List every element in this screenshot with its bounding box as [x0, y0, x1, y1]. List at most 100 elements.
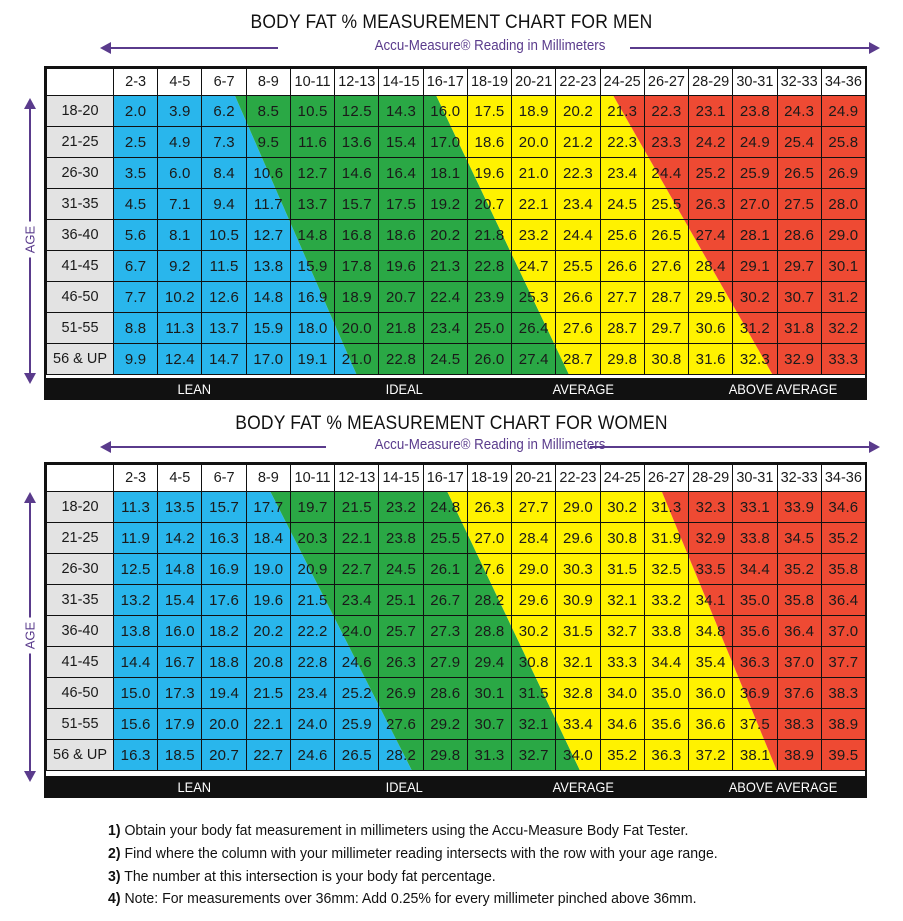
body-fat-value-cell: 35.0 — [643, 677, 690, 709]
body-fat-value-cell: 19.6 — [466, 157, 513, 189]
body-fat-value-cell: 18.0 — [289, 312, 336, 344]
instructions: 1) Obtain your body fat measurement in m… — [108, 820, 868, 911]
body-fat-value-cell: 24.2 — [688, 126, 734, 158]
body-fat-value-cell: 35.8 — [776, 584, 822, 616]
body-fat-value-cell: 26.5 — [334, 739, 380, 771]
body-fat-value-cell: 17.5 — [378, 188, 424, 220]
body-fat-value-cell: 34.5 — [776, 522, 822, 554]
body-fat-value-cell: 21.3 — [422, 250, 468, 282]
body-fat-value-cell: 18.9 — [334, 281, 380, 313]
body-fat-value-cell: 29.7 — [643, 312, 690, 344]
body-fat-value-cell: 27.6 — [643, 250, 690, 282]
body-fat-value-cell: 30.8 — [643, 343, 690, 375]
instruction-item: 1) Obtain your body fat measurement in m… — [108, 822, 689, 839]
body-fat-value-cell: 26.5 — [776, 157, 822, 189]
body-fat-value-cell: 21.3 — [599, 95, 645, 127]
body-fat-value-cell: 27.4 — [688, 219, 734, 251]
table-row: 56 & UP 16.3 18.5 20.7 22.7 24.6 26.5 28.2 29.8 3… — [46, 739, 865, 771]
body-fat-value-cell: 17.5 — [466, 95, 513, 127]
body-fat-value-cell: 16.8 — [334, 219, 380, 251]
body-fat-value-cell: 23.4 — [599, 157, 645, 189]
body-fat-value-cell: 32.1 — [555, 646, 601, 678]
body-fat-value-cell: 22.7 — [245, 739, 291, 771]
body-fat-value-cell: 27.7 — [511, 491, 557, 523]
body-fat-value-cell: 25.9 — [732, 157, 778, 189]
body-fat-value-cell: 27.7 — [599, 281, 645, 313]
men-chart-title: BODY FAT % MEASUREMENT CHART FOR MEN — [250, 12, 653, 33]
body-fat-value-cell: 32.8 — [555, 677, 601, 709]
body-fat-value-cell: 35.6 — [643, 708, 690, 740]
body-fat-value-cell: 22.4 — [422, 281, 468, 313]
instruction-item: 4) Note: For measurements over 36mm: Add… — [108, 890, 697, 908]
body-fat-value-cell: 35.2 — [776, 553, 822, 585]
body-fat-value-cell: 15.7 — [334, 188, 380, 220]
body-fat-value-cell: 14.3 — [378, 95, 424, 127]
body-fat-value-cell: 35.2 — [599, 739, 645, 771]
body-fat-value-cell: 11.5 — [201, 250, 247, 282]
column-header-mm: 4-5 — [157, 464, 203, 492]
body-fat-value-cell: 14.8 — [289, 219, 336, 251]
body-fat-value-cell: 6.7 — [112, 250, 159, 282]
body-fat-value-cell: 22.7 — [334, 553, 380, 585]
body-fat-value-cell: 26.4 — [511, 312, 557, 344]
body-fat-value-cell: 33.2 — [643, 584, 690, 616]
body-fat-value-cell: 25.9 — [334, 708, 380, 740]
body-fat-value-cell: 28.4 — [511, 522, 557, 554]
body-fat-value-cell: 23.8 — [732, 95, 778, 127]
body-fat-value-cell: 33.1 — [732, 491, 778, 523]
column-header-mm: 16-17 — [422, 464, 468, 492]
column-header-mm: 18-19 — [466, 464, 513, 492]
body-fat-value-cell: 24.3 — [776, 95, 822, 127]
body-fat-value-cell: 33.3 — [599, 646, 645, 678]
body-fat-value-cell: 10.6 — [245, 157, 291, 189]
body-fat-value-cell: 22.3 — [555, 157, 601, 189]
body-fat-value-cell: 25.0 — [466, 312, 513, 344]
body-fat-value-cell: 29.8 — [599, 343, 645, 375]
body-fat-value-cell: 32.9 — [776, 343, 822, 375]
body-fat-value-cell: 37.2 — [688, 739, 734, 771]
body-fat-value-cell: 25.5 — [422, 522, 468, 554]
body-fat-value-cell: 17.6 — [201, 584, 247, 616]
body-fat-value-cell: 9.4 — [201, 188, 247, 220]
body-fat-value-cell: 4.5 — [112, 188, 159, 220]
body-fat-value-cell: 37.6 — [776, 677, 822, 709]
table-row: 46-50 7.7 10.2 12.6 14.8 16.9 18.9 20.7 22.4 23.9… — [46, 281, 865, 313]
age-range-cell: 21-25 — [46, 126, 114, 158]
body-fat-value-cell: 35.2 — [820, 522, 865, 554]
body-fat-value-cell: 25.5 — [643, 188, 690, 220]
column-header-mm: 14-15 — [378, 464, 424, 492]
body-fat-value-cell: 22.1 — [245, 708, 291, 740]
body-fat-value-cell: 24.5 — [422, 343, 468, 375]
body-fat-value-cell: 17.3 — [157, 677, 203, 709]
body-fat-value-cell: 38.9 — [820, 708, 865, 740]
women-zone-legend: LEAN IDEAL AVERAGE ABOVE AVERAGE — [44, 776, 867, 798]
body-fat-value-cell: 13.5 — [157, 491, 203, 523]
age-range-cell: 41-45 — [46, 250, 114, 282]
body-fat-value-cell: 16.3 — [201, 522, 247, 554]
body-fat-value-cell: 17.9 — [157, 708, 203, 740]
body-fat-value-cell: 28.0 — [820, 188, 865, 220]
body-fat-value-cell: 37.0 — [820, 615, 865, 647]
age-range-cell: 31-35 — [46, 188, 114, 220]
column-header-mm: 28-29 — [688, 464, 734, 492]
table-row: 36-40 13.8 16.0 18.2 20.2 22.2 24.0 25.7 27.3 28.… — [46, 615, 865, 647]
body-fat-value-cell: 31.5 — [511, 677, 557, 709]
table-row: 51-55 15.6 17.9 20.0 22.1 24.0 25.9 27.6 29.2 30.… — [46, 708, 865, 740]
zone-label-above-average: ABOVE AVERAGE — [728, 779, 838, 795]
body-fat-value-cell: 4.9 — [157, 126, 203, 158]
body-fat-value-cell: 32.5 — [643, 553, 690, 585]
column-header-mm: 30-31 — [732, 464, 778, 492]
zone-label-above-average: ABOVE AVERAGE — [728, 381, 838, 397]
body-fat-value-cell: 29.6 — [555, 522, 601, 554]
body-fat-value-cell: 15.0 — [112, 677, 159, 709]
body-fat-value-cell: 11.3 — [112, 491, 159, 523]
body-fat-value-cell: 7.1 — [157, 188, 203, 220]
column-header-mm: 24-25 — [599, 464, 645, 492]
body-fat-value-cell: 13.8 — [245, 250, 291, 282]
column-header-mm: 32-33 — [776, 464, 822, 492]
body-fat-value-cell: 30.7 — [466, 708, 513, 740]
age-range-cell: 56 & UP — [46, 739, 114, 771]
women-chart-title: BODY FAT % MEASUREMENT CHART FOR WOMEN — [235, 413, 668, 434]
table-row: 46-50 15.0 17.3 19.4 21.5 23.4 25.2 26.9 28.6 30.… — [46, 677, 865, 709]
body-fat-value-cell: 6.2 — [201, 95, 247, 127]
